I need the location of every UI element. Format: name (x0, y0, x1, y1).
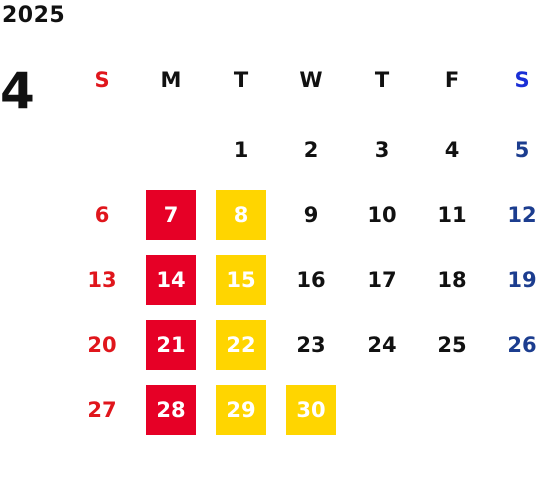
day-cell-20: 20 (87, 333, 117, 357)
weekday-sat: S (514, 68, 530, 92)
day-cell-1: 1 (233, 138, 249, 162)
day-cell-26: 26 (507, 333, 537, 357)
calendar-month: 4 (0, 62, 35, 120)
day-cell-17: 17 (367, 268, 397, 292)
day-cell-11: 11 (437, 203, 467, 227)
day-cell-29: 29 (216, 385, 266, 435)
day-cell-28: 28 (146, 385, 196, 435)
weekday-thu: T (374, 68, 390, 92)
day-cell-19: 19 (507, 268, 537, 292)
day-cell-30: 30 (286, 385, 336, 435)
day-cell-21: 21 (146, 320, 196, 370)
day-cell-6: 6 (94, 203, 110, 227)
day-cell-25: 25 (437, 333, 467, 357)
calendar-year: 2025 (2, 3, 66, 28)
weekday-tue: T (233, 68, 249, 92)
day-cell-3: 3 (374, 138, 390, 162)
day-cell-24: 24 (367, 333, 397, 357)
day-cell-27: 27 (87, 398, 117, 422)
day-cell-18: 18 (437, 268, 467, 292)
day-cell-4: 4 (444, 138, 460, 162)
day-cell-9: 9 (303, 203, 319, 227)
day-cell-15: 15 (216, 255, 266, 305)
day-cell-22: 22 (216, 320, 266, 370)
day-cell-13: 13 (87, 268, 117, 292)
day-cell-14: 14 (146, 255, 196, 305)
day-cell-16: 16 (296, 268, 326, 292)
day-cell-7: 7 (146, 190, 196, 240)
weekday-wed: W (299, 68, 323, 92)
weekday-fri: F (444, 68, 460, 92)
day-cell-12: 12 (507, 203, 537, 227)
day-cell-8: 8 (216, 190, 266, 240)
day-cell-10: 10 (367, 203, 397, 227)
day-cell-23: 23 (296, 333, 326, 357)
weekday-mon: M (160, 68, 182, 92)
weekday-sun: S (94, 68, 110, 92)
day-cell-2: 2 (303, 138, 319, 162)
day-cell-5: 5 (514, 138, 530, 162)
